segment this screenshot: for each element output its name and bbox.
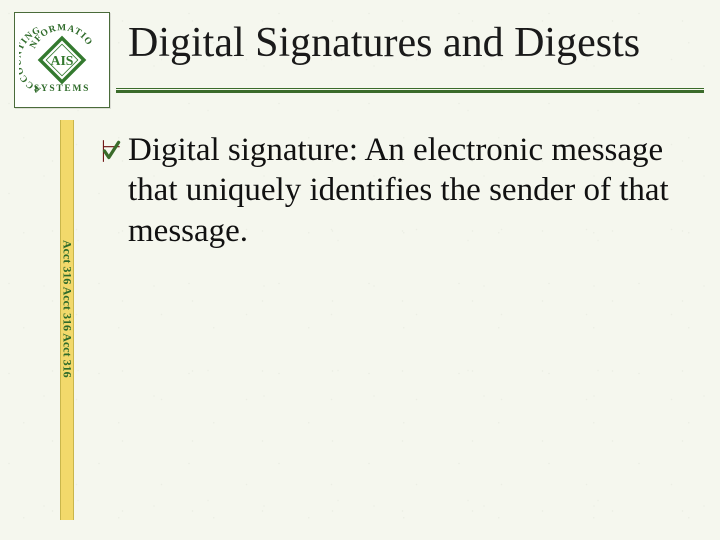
title-underline — [116, 88, 704, 93]
slide-title: Digital Signatures and Digests — [128, 20, 704, 66]
ais-logo: INFORMATION ACCOUNTING AIS SYSTEMS — [14, 12, 110, 108]
bullet-text: Digital signature: An electronic message… — [128, 130, 690, 251]
logo-bottom: SYSTEMS — [34, 84, 90, 94]
spine-text: Acct 316 Acct 316 Acct 316 — [60, 240, 75, 378]
bullet-item: Digital signature: An electronic message… — [100, 130, 690, 251]
body-content: Digital signature: An electronic message… — [100, 130, 690, 251]
checkmark-icon — [100, 138, 122, 164]
logo-center: AIS — [51, 53, 74, 68]
ais-logo-svg: INFORMATION ACCOUNTING AIS SYSTEMS — [19, 17, 105, 103]
vertical-spine: Acct 316 Acct 316 Acct 316 — [60, 120, 74, 520]
slide: INFORMATION ACCOUNTING AIS SYSTEMS Digit… — [0, 0, 720, 540]
